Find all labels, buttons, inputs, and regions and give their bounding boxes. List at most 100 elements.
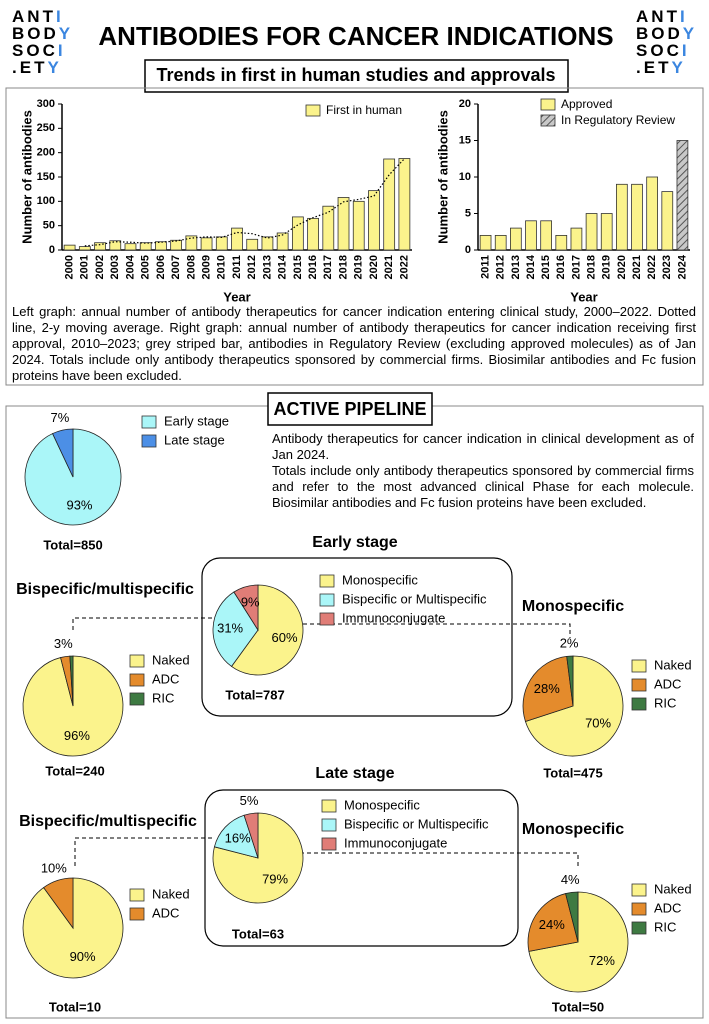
bar — [540, 220, 552, 251]
pie-title: Late stage — [315, 765, 394, 782]
x-tick-label: 2005 — [140, 255, 152, 279]
logo-line: .ETY — [636, 58, 686, 77]
legend-swatch — [540, 114, 556, 127]
legend-swatch — [631, 678, 647, 692]
x-tick-label: 2022 — [398, 255, 410, 279]
legend-label: Naked — [152, 886, 190, 901]
legend-swatch — [631, 697, 647, 711]
legend-swatch — [631, 883, 647, 897]
pie-label: 79% — [262, 871, 288, 886]
bar — [494, 234, 507, 251]
legend-label: Naked — [654, 881, 692, 896]
x-tick-label: 2017 — [322, 255, 334, 279]
x-tick-label: 2012 — [246, 255, 258, 279]
x-tick-label: 2023 — [661, 255, 673, 279]
trends-heading: Trends in first in human studies and app… — [156, 65, 555, 85]
y-axis-title: Number of antibodies — [435, 110, 450, 244]
logo-line: .ETY — [12, 58, 62, 77]
x-tick-label: 2011 — [479, 255, 491, 279]
pie-slice — [233, 584, 259, 632]
legend-label: Monospecific — [342, 572, 418, 587]
x-tick-label: 2020 — [368, 255, 380, 279]
x-axis-title: Year — [223, 289, 250, 304]
pipeline-heading-box — [267, 392, 433, 426]
bar — [63, 244, 76, 251]
x-tick-label: 2002 — [94, 255, 106, 279]
y-tick-label: 10 — [459, 171, 471, 183]
pie-slice — [43, 877, 74, 930]
legend-label: Naked — [152, 652, 190, 667]
legend-swatch — [319, 574, 335, 588]
pie-total: Total=787 — [225, 687, 284, 702]
bar — [291, 216, 304, 251]
pie-slice — [566, 655, 574, 707]
bar — [352, 200, 365, 251]
pie-label: 7% — [51, 410, 70, 425]
y-tick-label: 20 — [459, 98, 471, 110]
pie-label: 2% — [560, 636, 579, 651]
pie-label: 28% — [534, 681, 560, 696]
pie-label: 31% — [217, 621, 243, 636]
main-title: ANTIBODIES FOR CANCER INDICATIONS — [98, 21, 613, 51]
legend-swatch — [321, 818, 337, 832]
bar — [646, 176, 658, 251]
x-tick-label: 2004 — [124, 254, 136, 279]
pie-total: Total=63 — [232, 926, 284, 941]
bar — [510, 227, 522, 251]
connector — [74, 837, 579, 866]
x-tick-label: 2019 — [601, 255, 613, 279]
legend-label: RIC — [654, 919, 676, 934]
x-tick-label: 2021 — [383, 255, 395, 279]
bar — [246, 238, 259, 251]
logo-line: BODY — [12, 24, 73, 43]
x-tick-label: 2008 — [185, 255, 197, 279]
x-tick-label: 2022 — [646, 255, 658, 279]
pie-slice — [524, 655, 624, 757]
pie-label: 5% — [240, 793, 259, 808]
logo-line: SOCI — [636, 41, 690, 60]
legend-label: RIC — [654, 695, 676, 710]
trends-caption: Left graph: annual number of antibody th… — [12, 304, 696, 383]
y-tick-label: 0 — [465, 244, 471, 256]
legend-label: ADC — [654, 900, 681, 915]
bar — [616, 183, 628, 251]
bar — [600, 213, 613, 251]
y-tick-label: 5 — [465, 207, 471, 219]
x-tick-label: 2000 — [64, 255, 76, 279]
legend-label: Monospecific — [344, 797, 420, 812]
legend-label: Approved — [561, 97, 612, 111]
pipeline-heading: ACTIVE PIPELINE — [273, 399, 426, 419]
bar — [570, 227, 583, 251]
pie-label: 4% — [561, 872, 580, 887]
logo-line: SOCI — [12, 41, 66, 60]
bar — [661, 191, 674, 251]
pie-slice — [52, 428, 74, 478]
legend-swatch — [321, 837, 337, 851]
legend-swatch — [129, 673, 145, 687]
legend-label: Bispecific or Multispecific — [344, 816, 489, 831]
pie-total: Total=475 — [543, 765, 602, 780]
pie-slice — [69, 655, 74, 707]
x-tick-label: 2016 — [555, 255, 567, 279]
pie-slice — [213, 814, 259, 859]
y-tick-label: 50 — [43, 220, 55, 232]
pie-slice — [527, 893, 579, 952]
bar — [337, 197, 350, 251]
legend-swatch — [321, 799, 337, 813]
bar — [94, 242, 106, 251]
legend-label: In Regulatory Review — [561, 113, 675, 127]
x-tick-label: 2018 — [337, 255, 349, 279]
bar — [631, 183, 643, 251]
bar — [109, 240, 122, 251]
legend-label: Immunoconjugate — [342, 610, 445, 625]
y-tick-label: 15 — [459, 134, 471, 146]
x-tick-label: 2014 — [277, 254, 289, 279]
legend-swatch — [141, 434, 157, 448]
x-tick-label: 2015 — [292, 255, 304, 279]
pie-slice — [243, 812, 259, 859]
pie-slice — [212, 591, 259, 667]
x-axis-title: Year — [570, 289, 597, 304]
x-tick-label: 2016 — [307, 255, 319, 279]
bar — [479, 234, 492, 251]
